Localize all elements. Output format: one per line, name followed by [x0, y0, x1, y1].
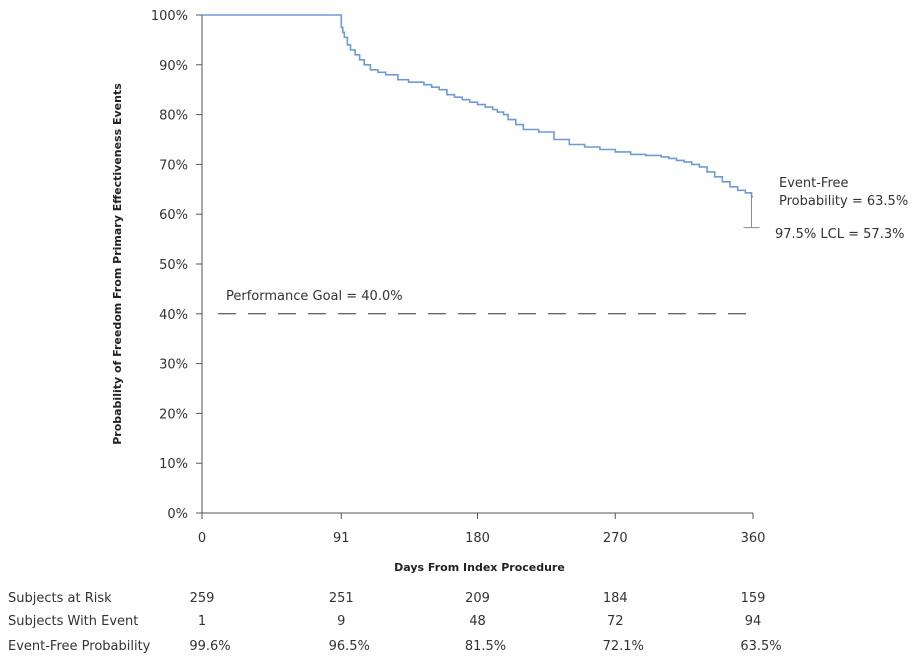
y-tick-label: 20%	[159, 407, 188, 422]
x-tick-label: 270	[603, 531, 628, 546]
risk-table-cell: 99.6%	[189, 639, 231, 654]
risk-table-cell: 72.1%	[602, 639, 644, 654]
y-tick-label: 40%	[159, 308, 188, 323]
risk-table-cell: 94	[744, 614, 762, 629]
risk-table-cell: 159	[740, 591, 766, 606]
x-tick-label: 360	[741, 531, 766, 546]
y-tick-label: 80%	[159, 109, 188, 124]
risk-table-row-label: Event-Free Probability	[8, 639, 151, 654]
risk-table-cell: 184	[602, 591, 628, 606]
x-tick-label: 180	[465, 531, 490, 546]
y-tick-label: 90%	[159, 59, 188, 74]
km-survival-curve	[202, 14, 753, 198]
risk-table-cell: 81.5%	[464, 639, 507, 654]
risk-table-cell: 1	[197, 614, 207, 629]
y-tick-label: 0%	[167, 507, 188, 522]
x-tick-label: 0	[198, 531, 206, 546]
x-axis-ticks: 0 91 180 270 360	[198, 513, 766, 546]
risk-table-cell: 48	[469, 614, 486, 629]
risk-table-row-label: Subjects With Event	[8, 614, 139, 629]
event-free-label-line2: Probability = 63.5%	[779, 194, 908, 209]
y-tick-label: 10%	[159, 457, 188, 472]
x-tick-label: 91	[333, 531, 350, 546]
event-free-label-line1: Event-Free	[779, 176, 849, 191]
y-axis-title: Probability of Freedom From Primary Effe…	[111, 83, 124, 445]
km-chart: 0% 10% 20% 30% 40% 50% 60% 70% 80% 90% 100% 0 91 180…	[111, 9, 908, 574]
risk-table-cell: 209	[465, 591, 490, 606]
lcl-label: 97.5% LCL = 57.3%	[775, 227, 904, 242]
risk-table-cell: 251	[328, 591, 354, 606]
risk-table-cell: 63.5%	[740, 639, 782, 654]
y-tick-label: 70%	[159, 158, 188, 173]
risk-table-cell: 72	[606, 614, 624, 629]
x-axis-title: Days From Index Procedure	[394, 561, 565, 574]
y-axis-ticks: 0% 10% 20% 30% 40% 50% 60% 70% 80% 90% 100%	[151, 9, 202, 522]
y-tick-label: 60%	[159, 208, 188, 223]
risk-table-cell: 96.5%	[328, 639, 370, 654]
y-tick-label: 100%	[151, 9, 188, 24]
risk-table-row-label: Subjects at Risk	[8, 591, 112, 606]
y-tick-label: 30%	[159, 358, 188, 373]
risk-table-cell: 259	[189, 591, 215, 606]
y-tick-label: 50%	[159, 258, 188, 273]
performance-goal-label: Performance Goal = 40.0%	[226, 289, 403, 304]
risk-table-cell: 9	[337, 614, 346, 629]
